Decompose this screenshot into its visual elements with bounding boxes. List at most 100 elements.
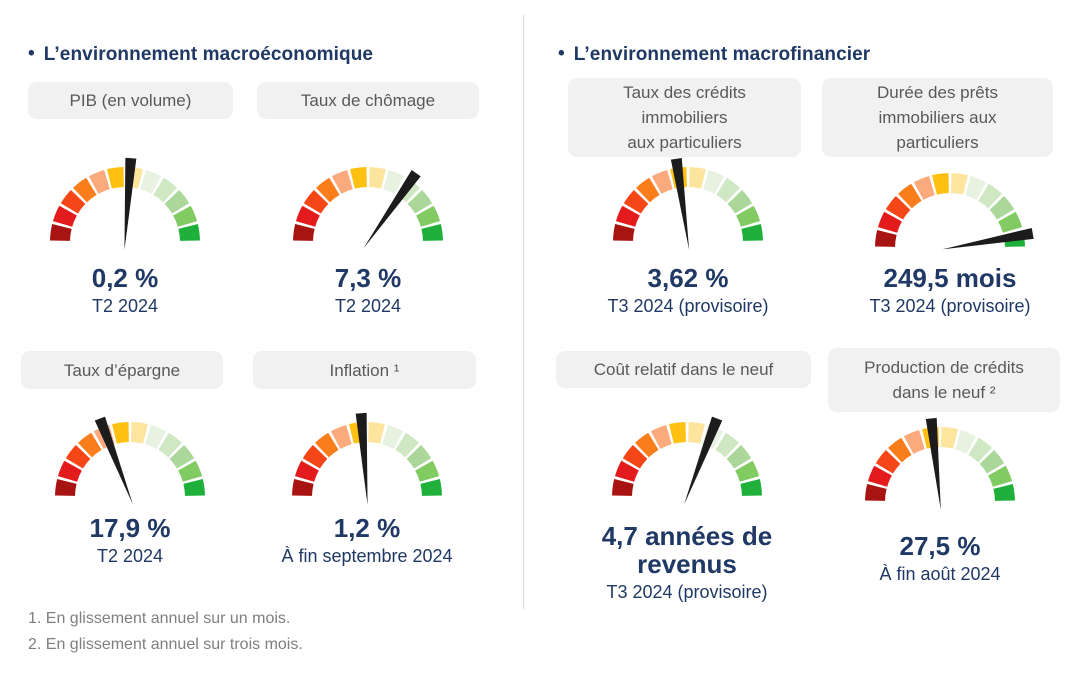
gauge-chart-duree <box>865 156 1035 260</box>
gauge-segment-3 <box>60 190 86 214</box>
gauge-segment-4 <box>78 432 102 458</box>
gauge-value-block-cout: 4,7 années de revenus T3 2024 (provisoir… <box>567 522 807 603</box>
gauge-needle <box>684 416 723 505</box>
gauge-value-block-credits: 3,62 % T3 2024 (provisoire) <box>568 264 808 317</box>
gauge-segment-7 <box>131 422 148 444</box>
gauge-value-block-inflation: 1,2 % À fin septembre 2024 <box>247 514 487 567</box>
section-title-text: L’environnement macrofinancier <box>573 44 871 65</box>
gauge-caption: À fin septembre 2024 <box>281 546 453 566</box>
gauge-segment-3 <box>303 190 329 214</box>
gauge-segment-4 <box>898 183 922 209</box>
gauge-segment-10 <box>407 190 433 214</box>
gauge-value: 17,9 % <box>89 513 171 543</box>
gauge-segment-11 <box>735 460 760 482</box>
gauge-segment-4 <box>315 432 339 458</box>
gauge-segment-5 <box>903 429 925 454</box>
gauge-segment-9 <box>716 177 740 203</box>
gauge-caption: À fin août 2024 <box>879 564 1001 584</box>
gauge-segment-9 <box>158 432 182 458</box>
gauge-segment-7 <box>689 167 706 189</box>
gauge-segment-4 <box>73 177 97 203</box>
gauge-needle <box>942 228 1034 250</box>
gauge-segment-2 <box>52 205 77 227</box>
gauge-segment-11 <box>178 460 203 482</box>
gauge-segment-2 <box>295 205 320 227</box>
gauge-segment-12 <box>993 484 1015 501</box>
gauge-segment-8 <box>965 175 987 200</box>
gauge-segment-11 <box>998 211 1023 233</box>
gauge-segment-8 <box>145 424 167 449</box>
gauge-segment-10 <box>164 190 190 214</box>
gauge-chart-epargne <box>45 405 215 509</box>
gauge-caption: T2 2024 <box>334 296 402 316</box>
section-title-text: L’environnement macroéconomique <box>43 44 374 65</box>
gauge-value: 249,5 mois <box>883 263 1017 293</box>
gauge-segment-1 <box>613 224 635 241</box>
gauge-segment-6 <box>112 422 129 444</box>
gauge-segment-12 <box>740 479 762 496</box>
gauge-segment-1 <box>865 484 887 501</box>
gauge-segment-3 <box>65 445 91 469</box>
gauge-segment-11 <box>416 205 441 227</box>
gauge-chart-cout <box>602 405 772 509</box>
gauge-segment-10 <box>727 190 753 214</box>
gauge-segment-4 <box>888 437 912 463</box>
gauge-segment-3 <box>885 196 911 220</box>
gauge-chart-production <box>855 410 1025 514</box>
gauge-needle <box>94 416 133 505</box>
indicator-pill-chomage: Taux de chômage <box>257 82 479 119</box>
gauge-segment-12 <box>183 479 205 496</box>
gauge-segment-12 <box>741 224 763 241</box>
gauge-segment-4 <box>635 432 659 458</box>
indicator-pill-cout: Coût relatif dans le neuf <box>556 351 811 388</box>
gauge-segment-6 <box>350 167 367 189</box>
gauge-value: 4,7 années de revenus <box>601 521 773 579</box>
gauge-segment-5 <box>330 424 352 449</box>
gauge-segment-11 <box>415 460 440 482</box>
gauge-segment-3 <box>623 190 649 214</box>
gauge-value-block-duree: 249,5 mois T3 2024 (provisoire) <box>830 264 1070 317</box>
indicator-pill-production: Production de crédits dans le neuf ² <box>828 348 1060 412</box>
gauge-segment-10 <box>979 450 1005 474</box>
gauge-value-block-chomage: 7,3 % T2 2024 <box>248 264 488 317</box>
gauge-value: 7,3 % <box>334 263 402 293</box>
gauge-segment-7 <box>941 427 958 449</box>
gauge-segment-9 <box>395 432 419 458</box>
gauge-caption: T3 2024 (provisoire) <box>606 582 768 602</box>
gauge-value: 0,2 % <box>91 263 159 293</box>
gauge-chart-inflation <box>282 405 452 509</box>
gauge-segment-1 <box>293 224 315 241</box>
gauge-segment-11 <box>736 205 761 227</box>
gauge-segment-4 <box>636 177 660 203</box>
section-title-macrofinancier: • L’environnement macrofinancier <box>558 43 871 66</box>
gauge-segment-12 <box>178 224 200 241</box>
gauge-segment-9 <box>153 177 177 203</box>
gauge-segment-8 <box>383 169 405 194</box>
gauge-value-block-production: 27,5 % À fin août 2024 <box>820 532 1060 585</box>
gauge-segment-3 <box>875 450 901 474</box>
gauge-needle <box>363 170 421 249</box>
footnote-2: 2. En glissement annuel sur trois mois. <box>28 636 303 653</box>
gauge-segment-8 <box>703 169 725 194</box>
gauge-segment-2 <box>877 211 902 233</box>
gauge-segment-10 <box>169 445 195 469</box>
gauge-value: 1,2 % <box>333 513 401 543</box>
gauge-segment-9 <box>715 432 739 458</box>
gauge-segment-2 <box>867 465 892 487</box>
gauge-caption: T2 2024 <box>96 546 164 566</box>
gauge-segment-9 <box>978 183 1002 209</box>
gauge-chart-pib <box>40 150 210 254</box>
indicator-pill-duree: Durée des prêts immobiliers aux particul… <box>822 78 1053 157</box>
gauge-segment-8 <box>140 169 162 194</box>
gauge-segment-11 <box>173 205 198 227</box>
gauge-segment-2 <box>615 205 640 227</box>
indicator-pill-pib: PIB (en volume) <box>28 82 233 119</box>
gauge-segment-10 <box>406 445 432 469</box>
gauge-needle <box>670 158 690 250</box>
section-title-macroeconomique: • L’environnement macroéconomique <box>28 43 374 66</box>
gauge-segment-1 <box>55 479 77 496</box>
gauge-segment-12 <box>421 224 443 241</box>
gauge-segment-8 <box>955 429 977 454</box>
gauge-segment-4 <box>316 177 340 203</box>
